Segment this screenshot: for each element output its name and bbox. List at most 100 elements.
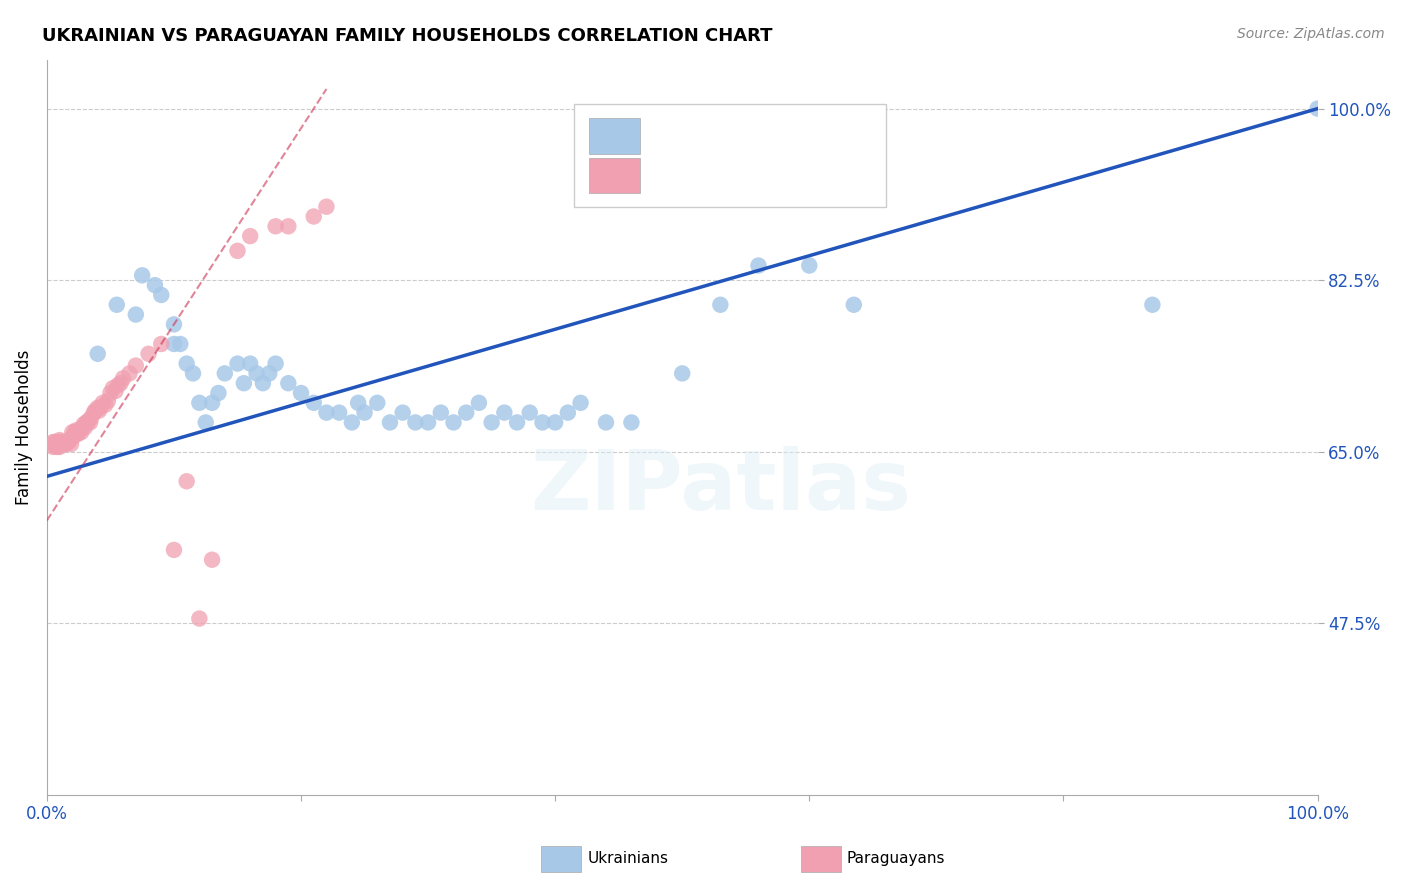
Point	[87, 403, 110, 417]
Point	[76, 416, 98, 430]
Point	[73, 417, 96, 432]
Point	[416, 416, 439, 430]
Point	[494, 406, 516, 420]
Point	[353, 406, 375, 420]
Point	[79, 416, 101, 430]
Point	[77, 413, 100, 427]
Point	[544, 416, 567, 430]
Point	[89, 401, 111, 415]
FancyBboxPatch shape	[574, 103, 886, 207]
Point	[55, 437, 77, 451]
Point	[44, 438, 66, 452]
Point	[181, 367, 204, 381]
Point	[110, 376, 132, 391]
Point	[56, 435, 79, 450]
Point	[328, 406, 350, 420]
Point	[42, 435, 65, 450]
Text: Ukrainians: Ukrainians	[588, 852, 669, 866]
Point	[671, 367, 693, 381]
Point	[58, 435, 80, 450]
Point	[42, 440, 65, 454]
Point	[143, 278, 166, 293]
Point	[169, 337, 191, 351]
Point	[226, 357, 249, 371]
Point	[46, 440, 69, 454]
Point	[83, 406, 105, 420]
Text: ZIPatlas: ZIPatlas	[530, 446, 911, 526]
Point	[430, 406, 453, 420]
Point	[214, 367, 236, 381]
Point	[112, 371, 135, 385]
Point	[302, 210, 325, 224]
Point	[557, 406, 579, 420]
Point	[340, 416, 363, 430]
Point	[60, 437, 83, 451]
Point	[150, 337, 173, 351]
Point	[1142, 298, 1164, 312]
Y-axis label: Family Households: Family Households	[15, 350, 32, 505]
Point	[264, 219, 287, 234]
Point	[481, 416, 503, 430]
Point	[315, 200, 337, 214]
Point	[506, 416, 529, 430]
Point	[252, 376, 274, 391]
Point	[63, 425, 86, 440]
Point	[531, 416, 554, 430]
Point	[201, 396, 224, 410]
Point	[59, 433, 82, 447]
Point	[366, 396, 388, 410]
Point	[101, 381, 124, 395]
Point	[188, 396, 211, 410]
Point	[176, 475, 198, 489]
Point	[347, 396, 370, 410]
Point	[66, 427, 89, 442]
Point	[46, 435, 69, 450]
Point	[53, 437, 76, 451]
Point	[51, 437, 73, 451]
Point	[201, 552, 224, 566]
Point	[315, 406, 337, 420]
Point	[1306, 102, 1329, 116]
Point	[259, 367, 281, 381]
Bar	[589, 119, 640, 153]
Point	[70, 425, 93, 440]
Point	[100, 386, 122, 401]
Point	[72, 420, 94, 434]
Point	[277, 376, 299, 391]
Text: R = 0.251: R = 0.251	[655, 167, 740, 185]
Point	[239, 229, 262, 244]
Point	[188, 611, 211, 625]
Point	[48, 440, 70, 454]
Point	[48, 435, 70, 450]
Point	[150, 288, 173, 302]
Point	[131, 268, 153, 283]
Point	[239, 357, 262, 371]
Point	[176, 357, 198, 371]
Point	[620, 416, 643, 430]
Point	[125, 308, 148, 322]
Point	[48, 433, 70, 447]
Text: N = 57: N = 57	[770, 127, 832, 145]
Point	[264, 357, 287, 371]
Point	[277, 219, 299, 234]
Point	[52, 435, 75, 450]
Point	[46, 437, 69, 451]
Point	[105, 298, 128, 312]
Point	[80, 410, 103, 425]
Point	[62, 429, 84, 443]
Point	[94, 398, 117, 412]
Point	[456, 406, 478, 420]
Point	[391, 406, 413, 420]
Point	[69, 423, 91, 437]
Point	[468, 396, 491, 410]
Point	[73, 420, 96, 434]
Text: UKRAINIAN VS PARAGUAYAN FAMILY HOUSEHOLDS CORRELATION CHART: UKRAINIAN VS PARAGUAYAN FAMILY HOUSEHOLD…	[42, 27, 773, 45]
Text: R = 0.517: R = 0.517	[655, 127, 740, 145]
Point	[163, 318, 186, 332]
Point	[842, 298, 865, 312]
Text: Source: ZipAtlas.com: Source: ZipAtlas.com	[1237, 27, 1385, 41]
Point	[48, 438, 70, 452]
Point	[65, 423, 87, 437]
Point	[44, 435, 66, 450]
Point	[747, 259, 769, 273]
